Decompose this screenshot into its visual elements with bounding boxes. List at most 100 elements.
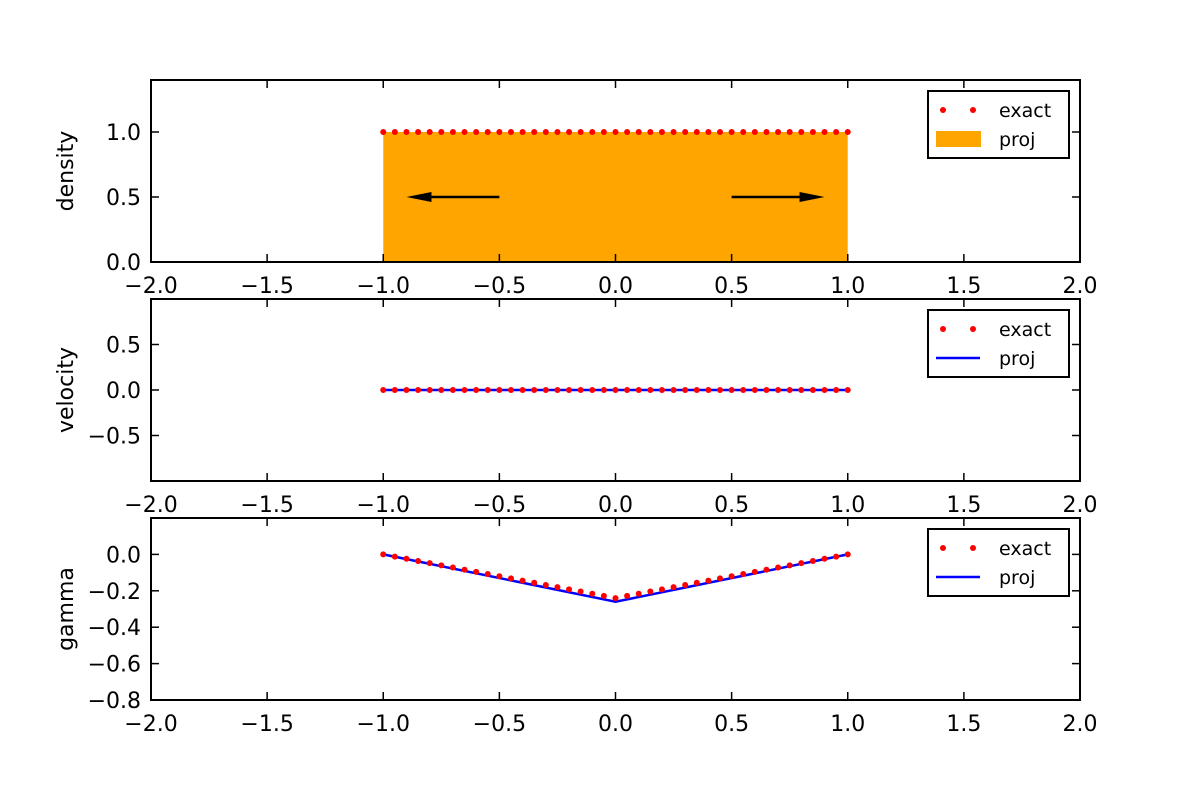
point-exact — [380, 129, 387, 135]
point-exact — [461, 566, 468, 573]
point-exact — [763, 566, 770, 573]
point-exact — [844, 551, 851, 558]
point-exact — [473, 387, 480, 393]
point-exact — [577, 387, 584, 393]
point-exact — [566, 129, 573, 135]
x-tick-label: −1.0 — [357, 274, 410, 299]
point-exact — [821, 555, 828, 562]
legend-label: exact — [999, 538, 1051, 560]
point-exact — [809, 129, 816, 135]
x-tick-label: −0.5 — [473, 712, 526, 737]
point-exact — [589, 129, 596, 135]
legend-item-proj: proj — [936, 348, 1035, 370]
point-exact — [763, 387, 770, 393]
y-tick-label: 0.5 — [106, 186, 141, 211]
point-exact — [531, 129, 538, 135]
point-exact — [833, 129, 840, 135]
legend-marker — [970, 326, 976, 332]
legend-item-proj: proj — [936, 567, 1035, 589]
point-exact — [531, 579, 538, 586]
x-tick-label: −1.5 — [240, 493, 293, 518]
x-tick-label: 0.0 — [598, 274, 633, 299]
point-exact — [426, 387, 433, 393]
point-exact — [821, 129, 828, 135]
x-tick-label: 1.0 — [830, 712, 865, 737]
point-exact — [519, 387, 526, 393]
x-tick-label: 1.5 — [946, 493, 981, 518]
point-exact — [531, 387, 538, 393]
y-tick-label: −0.4 — [88, 616, 141, 641]
arrow — [406, 192, 500, 202]
y-tick-label: −0.6 — [88, 653, 141, 678]
point-exact — [589, 387, 596, 393]
point-exact — [786, 562, 793, 569]
point-exact — [751, 129, 758, 135]
legend-marker — [970, 107, 976, 113]
point-exact — [612, 129, 619, 135]
point-exact — [682, 129, 689, 135]
point-exact — [635, 387, 642, 393]
point-exact — [403, 129, 410, 135]
point-exact — [798, 129, 805, 135]
x-tick-label: 0.0 — [598, 493, 633, 518]
point-exact — [577, 129, 584, 135]
point-exact — [415, 129, 422, 135]
panel-gamma: −2.0 −1.5 −1.0 −0.5 0.0 0.5 1.0 1.5 2.0 −0.8 −0.6 −… — [54, 517, 1098, 737]
point-exact — [380, 387, 387, 393]
legend-marker — [940, 107, 946, 113]
x-tick-label: 1.0 — [830, 274, 865, 299]
x-tick-label: −2.0 — [124, 493, 177, 518]
point-exact — [496, 573, 503, 580]
x-tick-label: −1.5 — [240, 712, 293, 737]
point-exact — [496, 129, 503, 135]
legend-marker — [970, 545, 976, 551]
point-exact — [693, 579, 700, 586]
legend: exact proj — [927, 528, 1070, 597]
legend-item-exact: exact — [940, 319, 1051, 341]
point-exact — [705, 129, 712, 135]
x-tick-label: 2.0 — [1063, 493, 1098, 518]
point-exact — [507, 129, 514, 135]
point-exact — [740, 387, 747, 393]
y-tick-label: 0.0 — [106, 251, 141, 276]
x-tick-label: −1.0 — [357, 493, 410, 518]
x-tick-label: −0.5 — [473, 274, 526, 299]
x-tick-label: −2.0 — [124, 712, 177, 737]
point-exact — [391, 387, 398, 393]
point-exact — [600, 129, 607, 135]
y-axis-label: velocity — [54, 347, 79, 433]
point-exact — [647, 588, 654, 595]
point-exact — [566, 387, 573, 393]
point-exact — [507, 575, 514, 582]
legend-item-exact: exact — [940, 100, 1051, 122]
point-exact — [798, 560, 805, 567]
y-tick-label: −0.5 — [88, 425, 141, 450]
point-exact — [798, 387, 805, 393]
x-tick-label: 2.0 — [1063, 712, 1098, 737]
point-exact — [519, 129, 526, 135]
point-exact — [461, 387, 468, 393]
point-exact — [380, 551, 387, 558]
x-tick-label: 1.0 — [830, 493, 865, 518]
point-exact — [635, 129, 642, 135]
legend-label: proj — [999, 348, 1035, 370]
point-exact — [519, 577, 526, 584]
point-exact — [391, 553, 398, 560]
point-exact — [705, 577, 712, 584]
point-exact — [658, 129, 665, 135]
point-exact — [624, 129, 631, 135]
y-tick-label: 0.0 — [106, 379, 141, 404]
point-exact — [507, 387, 514, 393]
line-proj — [383, 553, 848, 603]
point-exact — [786, 387, 793, 393]
point-exact — [612, 595, 619, 602]
legend-label: proj — [999, 567, 1035, 589]
point-exact — [415, 387, 422, 393]
y-tick-label: −0.2 — [88, 580, 141, 605]
point-exact — [612, 387, 619, 393]
point-exact — [682, 387, 689, 393]
point-exact — [728, 387, 735, 393]
y-tick-label: 1.0 — [106, 121, 141, 146]
point-exact — [449, 564, 456, 571]
